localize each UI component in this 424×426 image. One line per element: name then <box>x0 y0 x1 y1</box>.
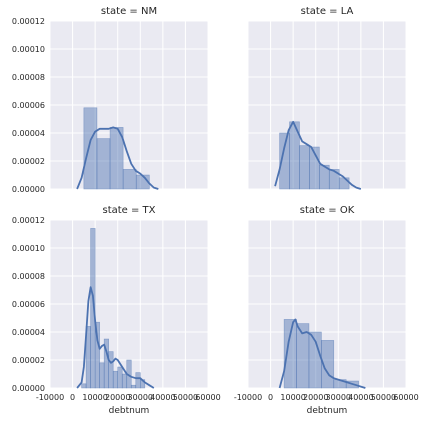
facet-panel-3: state = OK -10000 0 10000200003000040000500… <box>234 205 419 416</box>
histogram-bar <box>112 370 119 389</box>
histogram-bar <box>83 107 98 190</box>
x-tick-label: 60000 <box>393 393 418 402</box>
x-tick-label: 30000 <box>128 393 153 402</box>
histogram-bar <box>130 384 137 389</box>
y-tick-label: 0.00010 <box>12 244 45 253</box>
y-tick-label: 0.00004 <box>12 328 45 337</box>
histogram-bar <box>99 362 105 389</box>
x-tick-label: 30000 <box>326 393 351 402</box>
y-tick-label: 0.00006 <box>12 101 45 110</box>
kde-line <box>76 286 155 389</box>
kde-line <box>278 318 366 389</box>
facet-title: state = OK <box>300 205 355 216</box>
histogram-bar <box>117 366 123 389</box>
y-tick-label: 0.00002 <box>12 356 45 365</box>
x-tick-label: -10000 <box>36 393 64 402</box>
facet-panel-0: state = NM 0.00000 0.00002 0.00004 0.00006 0.… <box>12 6 209 194</box>
x-tick-label: 20000 <box>303 393 328 402</box>
y-tick-label: 0.00002 <box>12 157 45 166</box>
x-tick-label: 40000 <box>150 393 175 402</box>
y-tick-label: 0.00012 <box>12 216 45 225</box>
histogram-bar <box>135 372 141 389</box>
x-tick-label: 0 <box>268 393 273 402</box>
x-tick-label: 20000 <box>105 393 130 402</box>
x-tick-label: 50000 <box>173 393 198 402</box>
facet-title: state = TX <box>102 205 155 216</box>
y-tick-label: 0.00004 <box>12 129 45 138</box>
y-tick-label: 0.00008 <box>12 272 45 281</box>
x-axis-label: debtnum <box>307 406 348 416</box>
histogram-bar <box>121 373 128 389</box>
y-tick-label: 0.00010 <box>12 45 45 54</box>
y-tick-label: 0.00000 <box>12 185 45 194</box>
histogram-bar <box>109 127 124 190</box>
x-tick-label: 10000 <box>82 393 107 402</box>
kde-line <box>76 126 159 190</box>
x-tick-label: 60000 <box>195 393 220 402</box>
facet-title: state = NM <box>101 6 157 17</box>
histogram-bar <box>81 383 87 389</box>
histogram-bar <box>338 177 350 190</box>
x-tick-label: 40000 <box>348 393 373 402</box>
x-tick-label: 0 <box>70 393 75 402</box>
x-tick-label: 10000 <box>280 393 305 402</box>
y-tick-label: 0.00008 <box>12 73 45 82</box>
facet-panel-1: state = LA <box>247 6 407 190</box>
y-tick-label: 0.00012 <box>12 17 45 26</box>
facet-title: state = LA <box>301 6 354 17</box>
histogram-bar <box>108 351 114 389</box>
histogram-bar <box>94 321 100 389</box>
y-tick-label: 0.00006 <box>12 300 45 309</box>
y-tick-label: 0.00000 <box>12 384 45 393</box>
x-tick-label: 50000 <box>371 393 396 402</box>
x-tick-label: -10000 <box>234 393 262 402</box>
kde-line <box>274 120 362 190</box>
histogram-bar <box>90 228 96 389</box>
x-axis-label: debtnum <box>109 406 150 416</box>
histogram-bar <box>299 145 310 190</box>
histogram-bar <box>96 138 111 190</box>
facet-panel-2: state = TX 0.00000 0.00002 0.00004 0.00006 0.… <box>12 205 221 416</box>
histogram-bar <box>122 169 137 190</box>
